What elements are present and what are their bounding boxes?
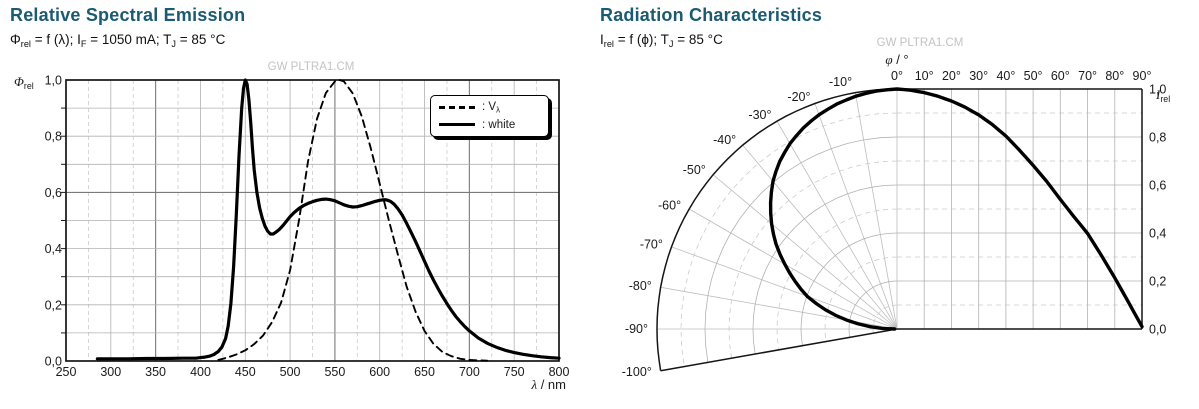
spectral-grid: [66, 80, 559, 361]
polar-angle-tick-label: -20°: [787, 90, 810, 104]
angle-tick-label: 50°: [1024, 69, 1043, 83]
intensity-tick-label: 0,8: [1149, 131, 1166, 145]
x-tick-label: 250: [56, 365, 77, 379]
series-V_lambda: [217, 79, 489, 362]
polar-angle-tick-label: -100°: [622, 365, 652, 379]
spectral-plot-border: [65, 79, 560, 362]
angle-tick-label: 40°: [996, 69, 1015, 83]
legend-item-white: : white: [439, 118, 540, 131]
y-tick-label: 0,8: [45, 130, 62, 144]
angle-tick-label: 0°: [891, 69, 903, 83]
y-tick-label: 1,0: [45, 74, 62, 88]
radiation-tick-labels: 0° 10° 20° 30° 40° 50° 60° 70° 80° 90° -10° -20° -30…: [622, 69, 1167, 379]
legend-dashed-line-icon: [439, 106, 475, 109]
right-chart-title: Radiation Characteristics: [600, 5, 823, 25]
legend-label: : Vλ: [482, 100, 500, 115]
intensity-tick-label: 0,2: [1149, 275, 1166, 289]
x-tick-label: 700: [459, 365, 480, 379]
polar-angle-tick-label: -60°: [658, 199, 681, 213]
radiation-curve: [768, 87, 1144, 331]
x-tick-label: 650: [414, 365, 435, 379]
polar-angle-tick-label: -50°: [683, 163, 706, 177]
series-white: [95, 78, 561, 361]
intensity-tick-label: 1,0: [1149, 83, 1166, 97]
angle-tick-label: 90°: [1133, 69, 1152, 83]
angle-tick-label: 60°: [1051, 69, 1070, 83]
polar-angle-tick-label: -80°: [629, 279, 652, 293]
intensity-tick-label: 0,4: [1149, 227, 1166, 241]
left-x-axis-label: λ / nm: [531, 377, 566, 392]
polar-angle-tick-label: -40°: [713, 133, 736, 147]
y-tick-label: 0,2: [45, 298, 62, 312]
spectral-emission-panel: Relative Spectral Emission Φrel = f (λ);…: [0, 0, 599, 409]
spectral-chart-svg: 250 300 350 400 450 500 550 600 650 700 750 800 0,0 0…: [45, 74, 570, 380]
y-tick-label: 0,6: [45, 186, 62, 200]
legend-item-v-lambda: : Vλ: [439, 101, 540, 114]
x-tick-label: 350: [145, 365, 166, 379]
spectral-tick-labels: 250 300 350 400 450 500 550 600 650 700 750 800 0,0 0…: [45, 74, 570, 380]
left-chart-title: Relative Spectral Emission: [10, 5, 246, 25]
x-tick-label: 550: [324, 365, 345, 379]
polar-angle-tick-label: -30°: [748, 108, 771, 122]
polar-angle-axis-label: φ / °: [885, 52, 909, 67]
polar-angle-tick-label: -70°: [640, 238, 663, 252]
x-tick-label: 750: [504, 365, 525, 379]
legend-label: : white: [482, 118, 516, 131]
angle-tick-label: 80°: [1105, 69, 1124, 83]
x-tick-label: 800: [549, 365, 570, 379]
polar-angle-tick-label: -10°: [829, 75, 852, 89]
y-tick-label: 0,0: [45, 355, 62, 369]
x-tick-label: 300: [100, 365, 121, 379]
x-tick-label: 400: [190, 365, 211, 379]
legend-solid-line-icon: [439, 122, 475, 127]
right-chart-subtitle: Irel = f (ϕ); TJ = 85 °C: [600, 32, 723, 49]
legend: : Vλ : white: [430, 95, 549, 137]
intensity-tick-label: 0,6: [1149, 179, 1166, 193]
angle-tick-label: 10°: [915, 69, 934, 83]
angle-tick-label: 70°: [1078, 69, 1097, 83]
left-chart-subtitle: Φrel = f (λ); IF = 1050 mA; TJ = 85 °C: [10, 32, 226, 49]
x-tick-label: 450: [235, 365, 256, 379]
right-y-axis-label: Irel: [1156, 87, 1171, 104]
radiation-chart-svg: 0° 10° 20° 30° 40° 50° 60° 70° 80° 90° -10° -20° -30…: [622, 69, 1167, 379]
intensity-tick-label: 0,0: [1149, 323, 1166, 337]
left-watermark: GW PLTRA1.CM: [267, 61, 355, 73]
angle-tick-label: 20°: [942, 69, 961, 83]
x-tick-label: 500: [280, 365, 301, 379]
radiation-boundary: [656, 88, 1143, 372]
radiation-panel: Radiation Characteristics Irel = f (ϕ); …: [600, 0, 1199, 409]
y-tick-label: 0,4: [45, 242, 62, 256]
polar-angle-tick-label: -90°: [625, 322, 648, 336]
radiation-grid: [657, 89, 1142, 372]
angle-tick-label: 30°: [969, 69, 988, 83]
left-y-axis-label: Φrel: [14, 74, 34, 91]
x-tick-label: 600: [369, 365, 390, 379]
right-watermark: GW PLTRA1.CM: [876, 37, 964, 49]
